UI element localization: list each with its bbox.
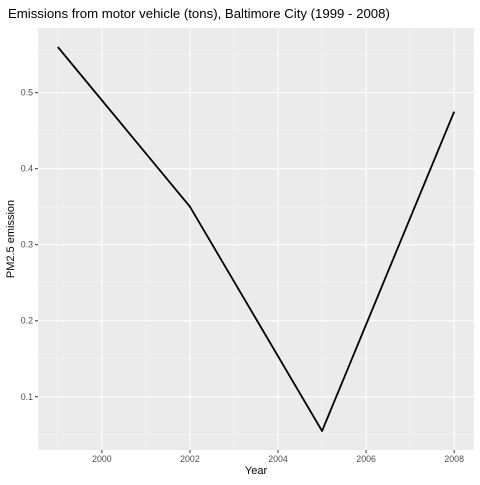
y-axis-title: PM2.5 emission bbox=[5, 200, 17, 278]
y-tick-label: 0.2 bbox=[21, 316, 33, 326]
y-tick-label: 0.3 bbox=[21, 240, 33, 250]
chart-title: Emissions from motor vehicle (tons), Bal… bbox=[8, 6, 390, 21]
tick-marks bbox=[35, 92, 455, 453]
y-tick-label: 0.5 bbox=[21, 88, 33, 98]
series-line bbox=[57, 46, 456, 432]
series-layer bbox=[57, 46, 456, 432]
grid-minor bbox=[38, 28, 474, 450]
grid-major bbox=[38, 28, 474, 450]
plot-panel bbox=[38, 28, 474, 450]
y-tick-label: 0.4 bbox=[21, 164, 33, 174]
x-tick-label: 2008 bbox=[444, 454, 464, 464]
x-tick-label: 2000 bbox=[92, 454, 112, 464]
y-tick-label: 0.1 bbox=[21, 392, 33, 402]
x-axis-title: Year bbox=[245, 465, 268, 477]
x-tick-label: 2006 bbox=[356, 454, 376, 464]
tick-labels: 2000 2002 2004 2006 2008 0.1 0.2 0.3 0.4 0.5 bbox=[21, 88, 464, 464]
x-tick-label: 2002 bbox=[180, 454, 200, 464]
x-tick-label: 2004 bbox=[268, 454, 288, 464]
